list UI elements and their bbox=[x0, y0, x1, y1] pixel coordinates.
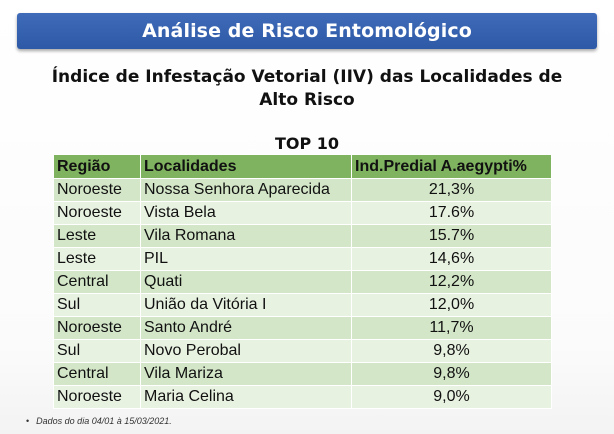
cell-localidade: Santo André bbox=[140, 316, 352, 340]
cell-indice: 15.7% bbox=[351, 224, 552, 248]
bullet-icon: • bbox=[26, 416, 30, 426]
heading-line-1: Índice de Infestação Vetorial (IIV) das … bbox=[51, 67, 563, 87]
table-row: Leste PIL 14,6% bbox=[53, 247, 552, 271]
cell-regiao: Noroeste bbox=[53, 316, 141, 340]
header-regiao: Região bbox=[53, 154, 141, 179]
cell-localidade: Nossa Senhora Aparecida bbox=[140, 178, 352, 202]
cell-regiao: Noroeste bbox=[53, 178, 141, 202]
table-row: Noroeste Maria Celina 9,0% bbox=[53, 385, 552, 409]
table-row: Central Quati 12,2% bbox=[53, 270, 552, 294]
cell-regiao: Sul bbox=[53, 339, 141, 363]
cell-regiao: Leste bbox=[53, 247, 141, 271]
header-indice: Ind.Predial A.aegypti% bbox=[351, 154, 552, 179]
cell-localidade: Quati bbox=[140, 270, 352, 294]
infestation-table: Região Localidades Ind.Predial A.aegypti… bbox=[53, 154, 552, 409]
table-row: Leste Vila Romana 15.7% bbox=[53, 224, 552, 248]
footnote: • Dados do dia 04/01 à 15/03/2021. bbox=[26, 416, 172, 426]
page-heading: Índice de Infestação Vetorial (IIV) das … bbox=[20, 66, 594, 112]
cell-regiao: Central bbox=[53, 270, 141, 294]
cell-indice: 21,3% bbox=[351, 178, 552, 202]
cell-localidade: Novo Perobal bbox=[140, 339, 352, 363]
cell-regiao: Leste bbox=[53, 224, 141, 248]
cell-indice: 9,8% bbox=[351, 362, 552, 386]
cell-indice: 11,7% bbox=[351, 316, 552, 340]
cell-localidade: Vila Mariza bbox=[140, 362, 352, 386]
table-row: Noroeste Nossa Senhora Aparecida 21,3% bbox=[53, 178, 552, 202]
title-banner: Análise de Risco Entomológico bbox=[17, 13, 597, 49]
cell-indice: 17.6% bbox=[351, 201, 552, 225]
cell-regiao: Noroeste bbox=[53, 201, 141, 225]
cell-localidade: PIL bbox=[140, 247, 352, 271]
cell-regiao: Noroeste bbox=[53, 385, 141, 409]
cell-indice: 12,0% bbox=[351, 293, 552, 317]
cell-localidade: União da Vitória I bbox=[140, 293, 352, 317]
header-localidades: Localidades bbox=[140, 154, 352, 179]
table-row: Noroeste Santo André 11,7% bbox=[53, 316, 552, 340]
cell-indice: 9,0% bbox=[351, 385, 552, 409]
cell-localidade: Vista Bela bbox=[140, 201, 352, 225]
cell-indice: 12,2% bbox=[351, 270, 552, 294]
table-row: Sul Novo Perobal 9,8% bbox=[53, 339, 552, 363]
top-10-label: TOP 10 bbox=[274, 134, 340, 153]
cell-localidade: Vila Romana bbox=[140, 224, 352, 248]
table-row: Central Vila Mariza 9,8% bbox=[53, 362, 552, 386]
footnote-text: Dados do dia 04/01 à 15/03/2021. bbox=[36, 416, 172, 426]
cell-indice: 14,6% bbox=[351, 247, 552, 271]
table-row: Sul União da Vitória I 12,0% bbox=[53, 293, 552, 317]
heading-line-2: Alto Risco bbox=[259, 90, 355, 110]
table-row: Noroeste Vista Bela 17.6% bbox=[53, 201, 552, 225]
cell-localidade: Maria Celina bbox=[140, 385, 352, 409]
cell-regiao: Sul bbox=[53, 293, 141, 317]
banner-title: Análise de Risco Entomológico bbox=[142, 20, 472, 42]
cell-indice: 9,8% bbox=[351, 339, 552, 363]
cell-regiao: Central bbox=[53, 362, 141, 386]
table-header-row: Região Localidades Ind.Predial A.aegypti… bbox=[53, 154, 552, 179]
